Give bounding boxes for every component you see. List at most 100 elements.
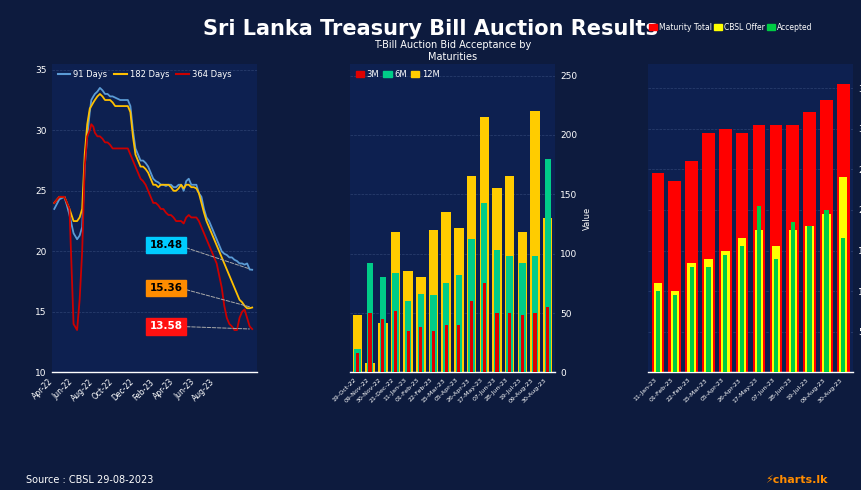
364 Days bbox=[143, 188, 153, 194]
91 Days bbox=[140, 160, 151, 166]
364 Days bbox=[122, 146, 133, 151]
Bar bbox=[802, 112, 815, 372]
Text: 13.58: 13.58 bbox=[149, 321, 183, 331]
Line: 91 Days: 91 Days bbox=[54, 88, 252, 270]
182 Days bbox=[122, 103, 133, 109]
Bar bbox=[405, 301, 411, 372]
Bar bbox=[684, 161, 697, 372]
Bar bbox=[754, 230, 762, 372]
Bar bbox=[546, 307, 548, 372]
Bar bbox=[703, 259, 712, 372]
Bar bbox=[790, 222, 794, 372]
Bar bbox=[821, 214, 830, 372]
364 Days bbox=[49, 200, 59, 206]
182 Days bbox=[135, 164, 146, 170]
Line: 364 Days: 364 Days bbox=[54, 124, 252, 330]
Legend: 91 Days, 182 Days, 364 Days: 91 Days, 182 Days, 364 Days bbox=[56, 68, 233, 80]
91 Days bbox=[95, 85, 105, 91]
182 Days bbox=[92, 94, 102, 99]
Legend: Maturity Total, CBSL Offer, Accepted: Maturity Total, CBSL Offer, Accepted bbox=[647, 21, 814, 33]
Bar bbox=[531, 256, 537, 372]
Bar bbox=[428, 230, 437, 372]
Bar bbox=[441, 212, 450, 372]
Bar bbox=[390, 232, 400, 372]
Bar bbox=[482, 283, 486, 372]
Bar bbox=[533, 313, 536, 372]
Bar bbox=[542, 218, 552, 372]
Bar bbox=[368, 313, 371, 372]
Bar bbox=[392, 272, 398, 372]
Bar bbox=[735, 133, 747, 372]
Legend: 3M, 6M, 12M: 3M, 6M, 12M bbox=[354, 68, 441, 80]
Bar bbox=[467, 176, 476, 372]
Bar bbox=[480, 203, 486, 372]
Bar bbox=[444, 325, 447, 372]
364 Days bbox=[71, 327, 82, 333]
Bar bbox=[378, 322, 387, 372]
Bar bbox=[518, 263, 525, 372]
Text: ⚡charts.lk: ⚡charts.lk bbox=[764, 475, 827, 485]
91 Days bbox=[122, 97, 133, 103]
182 Days bbox=[163, 182, 173, 188]
Bar bbox=[667, 181, 680, 372]
Bar bbox=[354, 349, 360, 372]
364 Days bbox=[86, 122, 96, 127]
Bar bbox=[393, 311, 397, 372]
Text: Sri Lanka Treasury Bill Auction Results: Sri Lanka Treasury Bill Auction Results bbox=[203, 20, 658, 39]
364 Days bbox=[138, 178, 148, 184]
Bar bbox=[686, 263, 695, 372]
Bar bbox=[457, 325, 460, 372]
Bar bbox=[381, 319, 384, 372]
Bar bbox=[356, 353, 358, 372]
Bar bbox=[752, 124, 765, 372]
Bar bbox=[505, 176, 514, 372]
Bar bbox=[403, 271, 412, 372]
Bar bbox=[838, 177, 846, 372]
Bar bbox=[737, 238, 746, 372]
Bar bbox=[479, 117, 488, 372]
Bar bbox=[807, 226, 811, 372]
Bar bbox=[819, 100, 832, 372]
Bar bbox=[653, 283, 661, 372]
364 Days bbox=[97, 136, 108, 142]
Line: 182 Days: 182 Days bbox=[54, 94, 252, 308]
Bar bbox=[773, 259, 777, 372]
Bar bbox=[468, 240, 474, 372]
91 Days bbox=[49, 206, 59, 212]
Bar bbox=[493, 250, 499, 372]
Bar bbox=[721, 250, 728, 372]
Bar bbox=[469, 301, 473, 372]
Bar bbox=[544, 159, 550, 372]
182 Days bbox=[140, 166, 151, 172]
Bar bbox=[836, 84, 849, 372]
91 Days bbox=[120, 97, 130, 103]
Bar bbox=[785, 124, 798, 372]
Bar bbox=[788, 230, 796, 372]
182 Days bbox=[120, 103, 130, 109]
91 Days bbox=[135, 158, 146, 164]
Bar bbox=[455, 275, 461, 372]
Bar bbox=[655, 291, 660, 372]
Bar bbox=[756, 206, 760, 372]
Text: Source : CBSL 29-08-2023: Source : CBSL 29-08-2023 bbox=[26, 475, 153, 485]
Bar bbox=[804, 226, 813, 372]
Bar bbox=[431, 331, 435, 372]
Bar bbox=[416, 277, 425, 372]
Bar bbox=[506, 256, 512, 372]
Bar bbox=[418, 294, 424, 372]
182 Days bbox=[95, 91, 105, 97]
Bar bbox=[367, 263, 373, 372]
Title: T-Bill Auction Bid Acceptance by
Maturities: T-Bill Auction Bid Acceptance by Maturit… bbox=[374, 40, 530, 62]
Bar bbox=[352, 316, 362, 372]
182 Days bbox=[49, 200, 59, 206]
Bar bbox=[722, 255, 727, 372]
Bar bbox=[651, 173, 664, 372]
91 Days bbox=[163, 182, 173, 188]
Bar bbox=[418, 327, 422, 372]
Bar bbox=[740, 246, 743, 372]
Bar bbox=[530, 111, 539, 372]
91 Days bbox=[92, 89, 102, 95]
182 Days bbox=[242, 305, 252, 311]
364 Days bbox=[165, 212, 176, 218]
Bar bbox=[454, 227, 463, 372]
